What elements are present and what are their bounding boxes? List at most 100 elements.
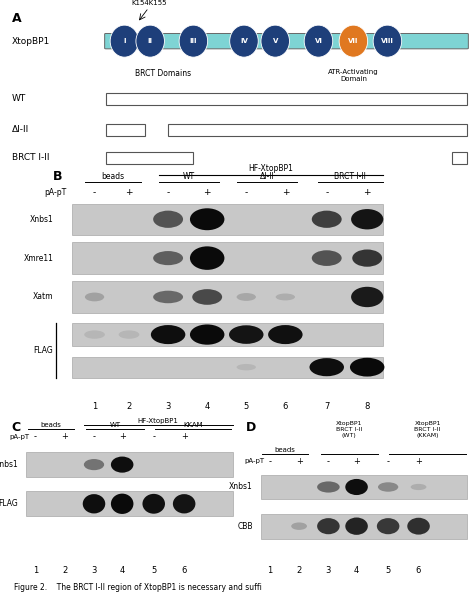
Ellipse shape [352,249,382,267]
Text: +: + [125,188,133,197]
Ellipse shape [143,494,165,514]
Ellipse shape [229,325,264,344]
Ellipse shape [179,25,208,57]
Ellipse shape [173,494,195,513]
Text: C: C [12,422,21,434]
Text: 3: 3 [165,401,171,411]
Ellipse shape [111,494,134,514]
Ellipse shape [345,518,368,535]
Text: pA-pT: pA-pT [244,458,264,464]
Text: -: - [93,188,96,197]
Text: V: V [273,38,278,44]
Text: -: - [245,188,248,197]
Text: 2: 2 [62,566,67,575]
Text: XtopBP1
BRCT I-II
(WT): XtopBP1 BRCT I-II (WT) [336,422,362,437]
Ellipse shape [190,324,224,345]
Text: Xnbs1: Xnbs1 [229,483,253,491]
Ellipse shape [312,251,342,266]
Ellipse shape [136,25,164,57]
Text: BRCT I-II: BRCT I-II [335,172,366,181]
Bar [72,323,383,346]
Ellipse shape [312,211,342,228]
Text: +: + [415,457,422,466]
Text: +: + [353,457,360,466]
Ellipse shape [378,482,398,492]
Ellipse shape [339,25,368,57]
Text: -: - [387,457,390,466]
Ellipse shape [310,358,344,376]
Text: 7: 7 [324,401,329,411]
Ellipse shape [350,358,384,376]
Ellipse shape [110,25,139,57]
Text: WT: WT [183,172,195,181]
Bar [106,152,193,164]
Ellipse shape [377,518,400,534]
Text: 6: 6 [182,566,187,575]
Text: 5: 5 [385,566,391,575]
Ellipse shape [111,456,134,473]
Bar [261,514,467,538]
Bar [27,491,233,516]
Bar [72,243,383,274]
Ellipse shape [84,331,105,338]
Ellipse shape [230,25,258,57]
Ellipse shape [345,479,368,495]
Ellipse shape [153,291,183,303]
Text: FLAG: FLAG [33,346,53,356]
Text: KKAM: KKAM [183,422,203,428]
Text: -: - [152,432,155,441]
Text: -: - [166,188,170,197]
Bar [106,93,467,105]
Text: 4: 4 [119,566,125,575]
Text: -: - [92,432,95,441]
Ellipse shape [407,518,430,535]
Text: B: B [53,170,63,183]
Text: IV: IV [240,38,248,44]
Bar [261,475,467,499]
Text: D: D [246,422,256,434]
Bar [72,281,383,313]
Ellipse shape [190,246,224,270]
Ellipse shape [153,211,183,228]
Text: II: II [148,38,153,44]
Text: FLAG: FLAG [0,499,18,508]
Bar [27,452,233,477]
Text: A: A [12,12,21,24]
Text: VII: VII [348,38,359,44]
Ellipse shape [192,289,222,305]
Ellipse shape [237,364,256,370]
Text: XtopBP1: XtopBP1 [12,37,50,46]
Text: ATR-Activating
Domain: ATR-Activating Domain [328,69,379,82]
Bar [168,123,467,136]
Ellipse shape [291,522,307,530]
Ellipse shape [317,518,340,534]
Ellipse shape [153,251,183,265]
FancyBboxPatch shape [105,34,468,49]
Text: +: + [364,188,371,197]
Text: HF-XtopBP1: HF-XtopBP1 [138,419,179,424]
Text: CBB: CBB [237,522,253,531]
Text: +: + [118,432,126,441]
Text: VIII: VIII [381,38,394,44]
Text: VI: VI [315,38,322,44]
Bar [452,152,467,164]
Ellipse shape [317,481,340,492]
Text: beads: beads [40,422,61,428]
Text: +: + [203,188,211,197]
Text: +: + [61,432,68,441]
Text: 6: 6 [283,401,288,411]
Text: XtopBP1
BRCT I-II
(KKAM): XtopBP1 BRCT I-II (KKAM) [414,422,441,437]
Text: I: I [123,38,126,44]
Text: ΔI-II: ΔI-II [12,125,29,134]
Text: WT: WT [109,422,120,428]
Text: 2: 2 [127,401,132,411]
Text: ΔI-II: ΔI-II [260,172,274,181]
Bar [72,203,383,235]
Text: +: + [282,188,289,197]
Text: 3: 3 [91,566,97,575]
Text: Figure 2.    The BRCT I-II region of XtopBP1 is necessary and suffi: Figure 2. The BRCT I-II region of XtopBP… [14,583,262,591]
Text: BRCT Domains: BRCT Domains [136,69,191,78]
Bar [72,356,383,378]
Ellipse shape [351,209,383,230]
Ellipse shape [151,325,185,344]
